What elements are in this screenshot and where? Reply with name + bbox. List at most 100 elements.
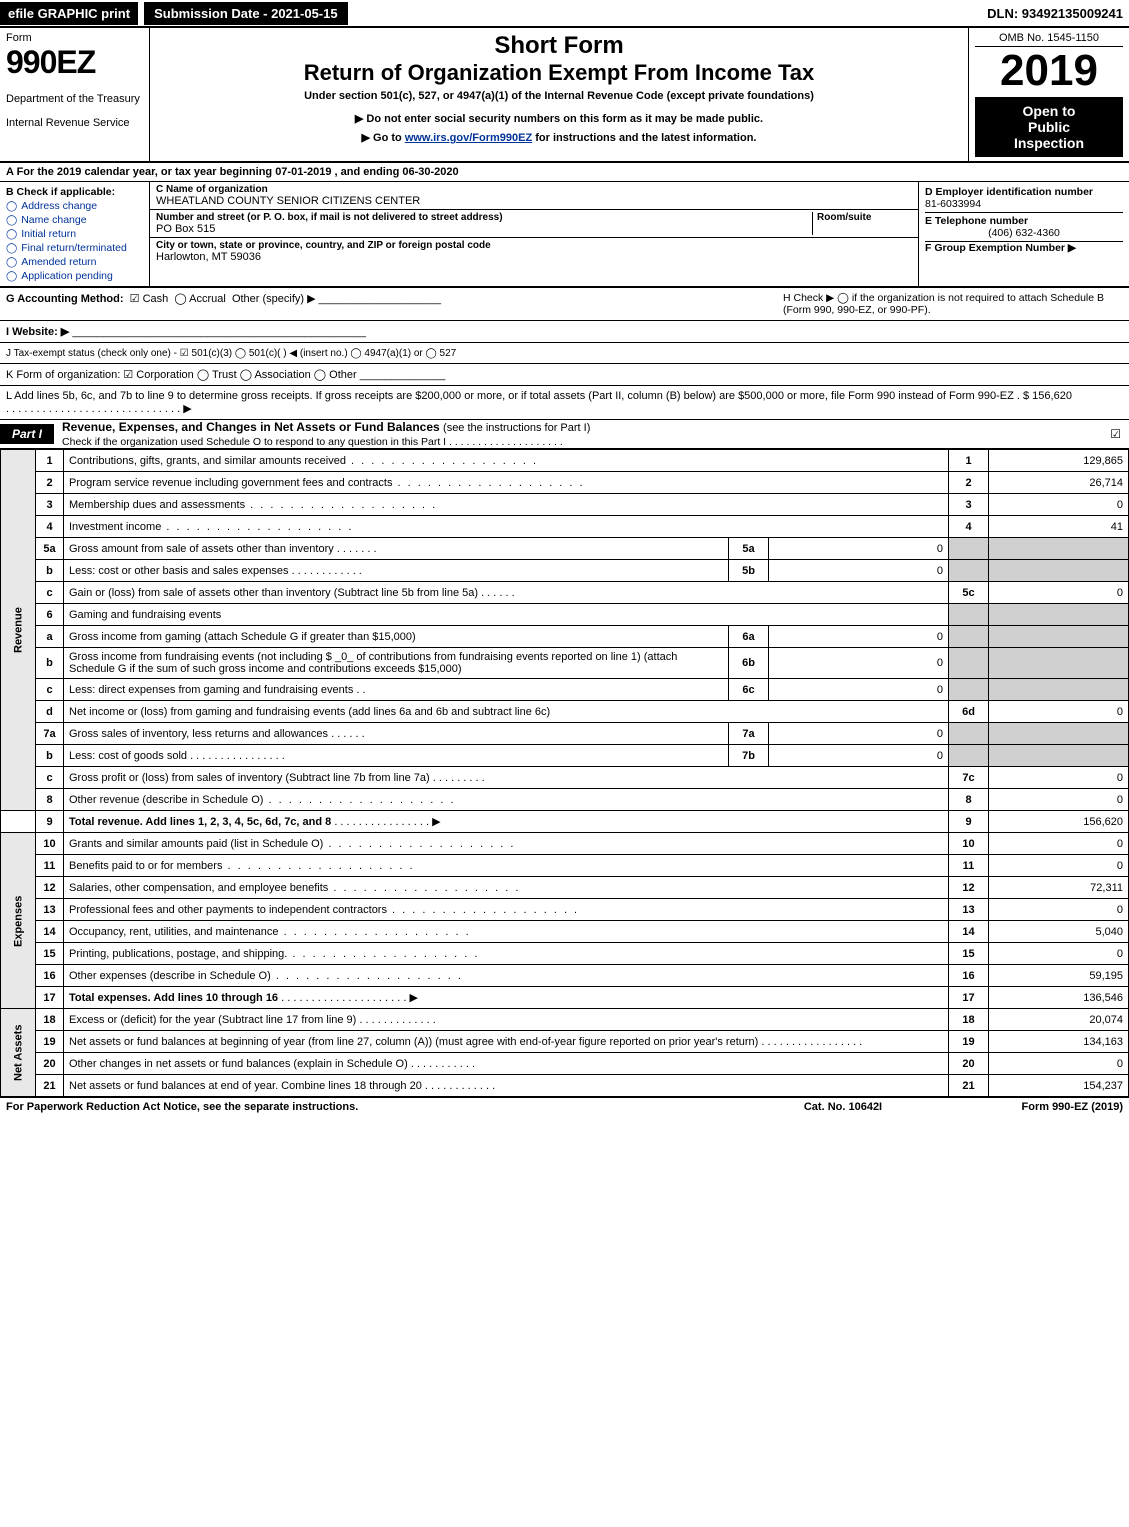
l5c-num: c [36,582,64,604]
line-8: 8 Other revenue (describe in Schedule O)… [1,789,1129,811]
l6d-box: 6d [949,701,989,723]
l5a-num: 5a [36,538,64,560]
f-label: F Group Exemption Number ▶ [925,242,1076,254]
j-text: J Tax-exempt status (check only one) - ☑… [6,348,456,359]
chk-application-pending[interactable]: Application pending [6,270,143,282]
line-6c: c Less: direct expenses from gaming and … [1,679,1129,701]
l4-box: 4 [949,516,989,538]
l21-val: 154,237 [989,1075,1129,1097]
line-21: 21 Net assets or fund balances at end of… [1,1075,1129,1097]
l20-num: 20 [36,1053,64,1075]
form-footer-label: Form 990-EZ (2019) [943,1101,1123,1113]
chk-final-return[interactable]: Final return/terminated [6,242,143,254]
l7b-sub: 7b [729,745,769,767]
line-5c: c Gain or (loss) from sale of assets oth… [1,582,1129,604]
l5b-shade [949,560,989,582]
ein-value: 81-6033994 [925,198,1123,210]
line-18: Net Assets 18 Excess or (deficit) for th… [1,1009,1129,1031]
top-bar: efile GRAPHIC print Submission Date - 20… [0,0,1129,28]
l13-box: 13 [949,899,989,921]
chk-initial-return[interactable]: Initial return [6,228,143,240]
l12-num: 12 [36,877,64,899]
part1-checkbox[interactable]: ☑ [1102,427,1129,441]
l6c-desc: Less: direct expenses from gaming and fu… [64,679,729,701]
page-footer: For Paperwork Reduction Act Notice, see … [0,1097,1129,1116]
efile-print-label[interactable]: efile GRAPHIC print [0,2,138,25]
l4-val: 41 [989,516,1129,538]
l6c-shade [949,679,989,701]
l16-desc: Other expenses (describe in Schedule O) [64,965,949,987]
g-other[interactable]: Other (specify) ▶ [232,293,316,305]
i-label: I Website: ▶ [6,326,69,338]
l5b-subval: 0 [769,560,949,582]
l11-num: 11 [36,855,64,877]
l5a-shade [949,538,989,560]
l9-box: 9 [949,811,989,833]
city-value: Harlowton, MT 59036 [156,251,912,263]
l5b-valshade [989,560,1129,582]
paperwork-notice: For Paperwork Reduction Act Notice, see … [6,1101,743,1113]
l6a-valshade [989,626,1129,648]
l7a-num: 7a [36,723,64,745]
tax-exempt-status-row: J Tax-exempt status (check only one) - ☑… [0,343,1129,364]
l7b-valshade [989,745,1129,767]
under-section-text: Under section 501(c), 527, or 4947(a)(1)… [158,90,960,102]
l8-box: 8 [949,789,989,811]
l14-box: 14 [949,921,989,943]
l6a-shade [949,626,989,648]
short-form-title: Short Form [158,32,960,60]
line-15: 15 Printing, publications, postage, and … [1,943,1129,965]
l-amount: $ 156,620 [1023,390,1123,415]
l7a-shade [949,723,989,745]
street-value: PO Box 515 [156,223,812,235]
id-info: D Employer identification number 81-6033… [919,182,1129,286]
l7b-desc: Less: cost of goods sold . . . . . . . .… [64,745,729,767]
section-b-block: B Check if applicable: Address change Na… [0,182,1129,288]
line-6a: a Gross income from gaming (attach Sched… [1,626,1129,648]
l7a-sub: 7a [729,723,769,745]
l13-num: 13 [36,899,64,921]
org-name-row: C Name of organization WHEATLAND COUNTY … [150,182,918,210]
l20-val: 0 [989,1053,1129,1075]
chk-address-change[interactable]: Address change [6,200,143,212]
l17-desc: Total expenses. Add lines 10 through 16 … [64,987,949,1009]
line-7b: b Less: cost of goods sold . . . . . . .… [1,745,1129,767]
form-header: Form 990EZ Department of the Treasury In… [0,28,1129,163]
l15-desc: Printing, publications, postage, and shi… [64,943,949,965]
tax-year: 2019 [975,49,1123,93]
l5a-subval: 0 [769,538,949,560]
irs-label: Internal Revenue Service [6,117,143,129]
irs-link[interactable]: www.irs.gov/Form990EZ [405,132,532,144]
l7a-subval: 0 [769,723,949,745]
l19-desc: Net assets or fund balances at beginning… [64,1031,949,1053]
l6b-subval: 0 [769,648,949,679]
l6b-sub: 6b [729,648,769,679]
chk-name-change[interactable]: Name change [6,214,143,226]
l16-val: 59,195 [989,965,1129,987]
open-to-public-box: Open to Public Inspection [975,97,1123,157]
l5b-desc: Less: cost or other basis and sales expe… [64,560,729,582]
l12-box: 12 [949,877,989,899]
l5a-sub: 5a [729,538,769,560]
l6a-sub: 6a [729,626,769,648]
g-accrual[interactable]: Accrual [189,293,226,305]
open-line3: Inspection [979,135,1119,151]
part1-table: Revenue 1 Contributions, gifts, grants, … [0,449,1129,1097]
line-16: 16 Other expenses (describe in Schedule … [1,965,1129,987]
l10-num: 10 [36,833,64,855]
g-label: G Accounting Method: [6,293,124,305]
l3-desc: Membership dues and assessments [64,494,949,516]
line-5a: 5a Gross amount from sale of assets othe… [1,538,1129,560]
e-label: E Telephone number [925,215,1123,227]
chk-amended-return[interactable]: Amended return [6,256,143,268]
l2-num: 2 [36,472,64,494]
accounting-method-row: G Accounting Method: ☑ Cash ◯ Accrual Ot… [0,288,1129,321]
l18-box: 18 [949,1009,989,1031]
l14-num: 14 [36,921,64,943]
line-10: Expenses 10 Grants and similar amounts p… [1,833,1129,855]
g-cash[interactable]: Cash [143,293,169,305]
l6c-sub: 6c [729,679,769,701]
l9-num: 9 [36,811,64,833]
l13-desc: Professional fees and other payments to … [64,899,949,921]
l2-val: 26,714 [989,472,1129,494]
